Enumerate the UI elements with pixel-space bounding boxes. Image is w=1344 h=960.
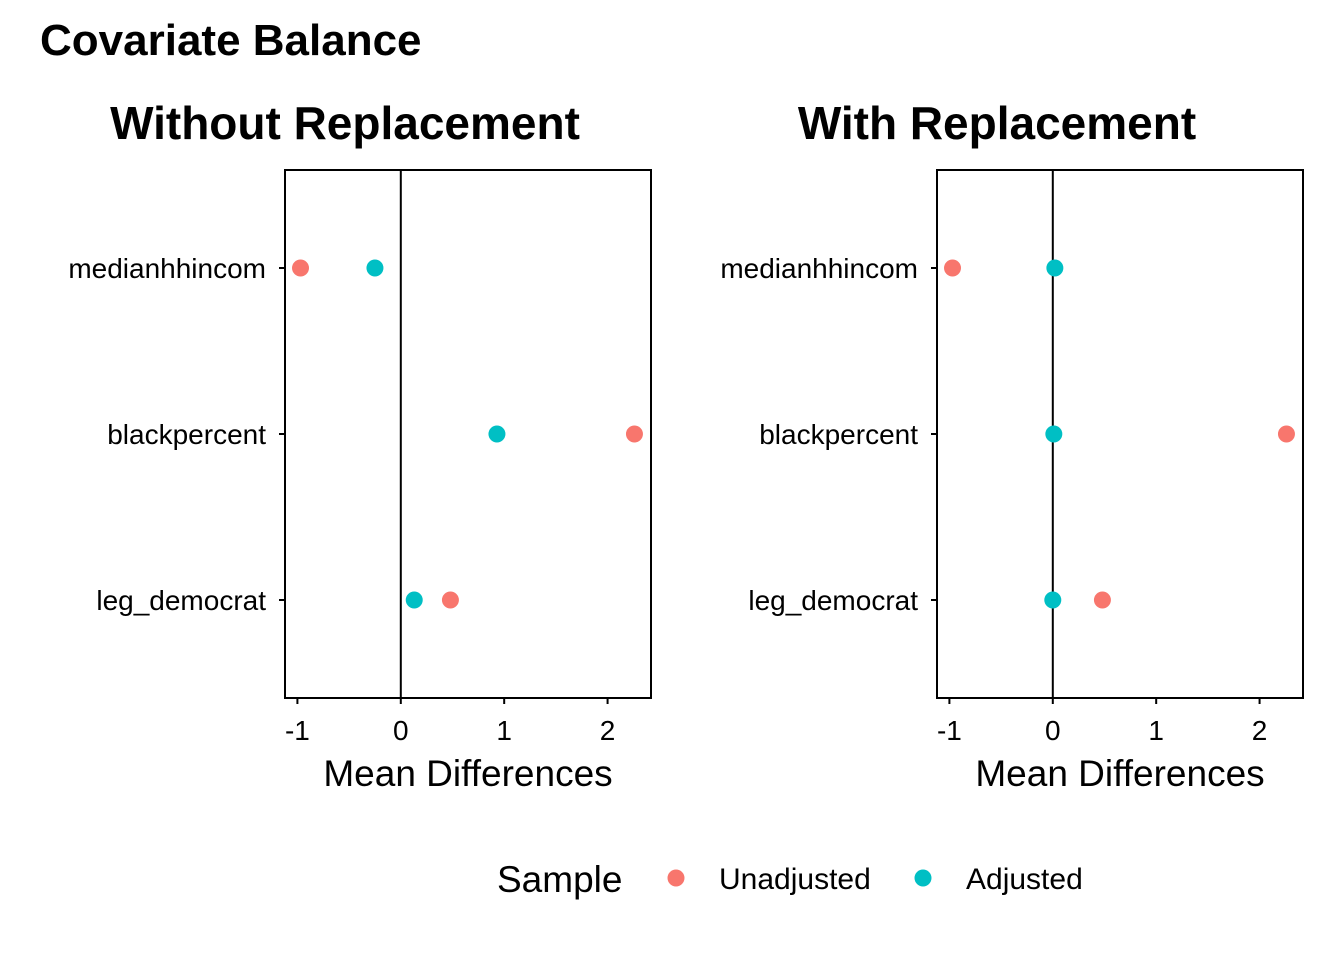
point-unadjusted-blackpercent	[1277, 425, 1295, 443]
y-tick-label-blackpercent: blackpercent	[107, 419, 266, 450]
point-unadjusted-leg-democrat	[1093, 591, 1111, 609]
panel-title: With Replacement	[798, 97, 1196, 149]
x-tick-label: 1	[1148, 715, 1164, 746]
x-tick-label: -1	[937, 715, 962, 746]
legend-title: Sample	[497, 859, 622, 900]
x-tick-label: 2	[600, 715, 616, 746]
point-adjusted-medianhhincom	[1046, 259, 1064, 277]
y-tick-label-leg-democrat: leg_democrat	[748, 585, 918, 616]
figure-title: Covariate Balance	[40, 16, 422, 65]
legend-label-unadjusted: Unadjusted	[719, 863, 871, 896]
panel-title: Without Replacement	[110, 97, 580, 149]
point-unadjusted-blackpercent	[625, 425, 643, 443]
point-adjusted-leg-democrat	[1044, 591, 1062, 609]
point-unadjusted-medianhhincom	[292, 259, 310, 277]
y-tick-label-leg-democrat: leg_democrat	[96, 585, 266, 616]
y-tick-label-medianhhincom: medianhhincom	[720, 253, 918, 284]
x-axis-title: Mean Differences	[323, 753, 612, 794]
x-tick-label: 2	[1252, 715, 1268, 746]
point-adjusted-medianhhincom	[366, 259, 384, 277]
panel-without-replacement: Without Replacement medianhhincom blackper…	[68, 97, 652, 794]
x-tick-label: 0	[393, 715, 409, 746]
point-unadjusted-medianhhincom	[944, 259, 962, 277]
y-tick-label-blackpercent: blackpercent	[759, 419, 918, 450]
x-tick-label: 1	[496, 715, 512, 746]
y-tick-label-medianhhincom: medianhhincom	[68, 253, 266, 284]
x-axis-title: Mean Differences	[975, 753, 1264, 794]
point-adjusted-blackpercent	[488, 425, 506, 443]
panel-with-replacement: With Replacement medianhhincom blackpercen…	[720, 97, 1304, 794]
point-adjusted-leg-democrat	[405, 591, 423, 609]
x-tick-label: 0	[1045, 715, 1061, 746]
legend-key-adjusted	[914, 869, 932, 887]
point-adjusted-blackpercent	[1045, 425, 1063, 443]
plot-panel-border	[936, 169, 1304, 699]
x-tick-label: -1	[285, 715, 310, 746]
point-unadjusted-leg-democrat	[441, 591, 459, 609]
legend-key-unadjusted	[667, 869, 685, 887]
legend-label-adjusted: Adjusted	[966, 863, 1083, 896]
legend: Sample Unadjusted Adjusted	[497, 859, 1083, 900]
plot-panel-border	[284, 169, 652, 699]
